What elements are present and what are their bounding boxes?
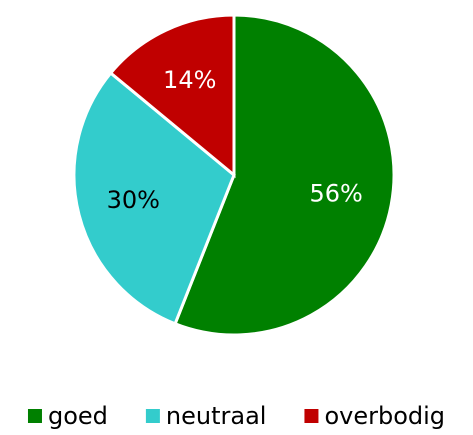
legend-swatch	[304, 409, 319, 423]
legend-label: goed	[48, 402, 108, 430]
legend-swatch	[27, 409, 42, 423]
legend-label: neutraal	[166, 402, 267, 430]
data-label: 14%	[163, 66, 216, 94]
legend-swatch	[145, 409, 160, 423]
pie-slice	[108, 13, 236, 179]
pie-slice	[72, 70, 236, 326]
legend-label: overbodig	[324, 402, 445, 430]
data-label: 30%	[107, 186, 160, 214]
pie-slice	[173, 13, 396, 337]
data-label: 56%	[309, 179, 362, 207]
